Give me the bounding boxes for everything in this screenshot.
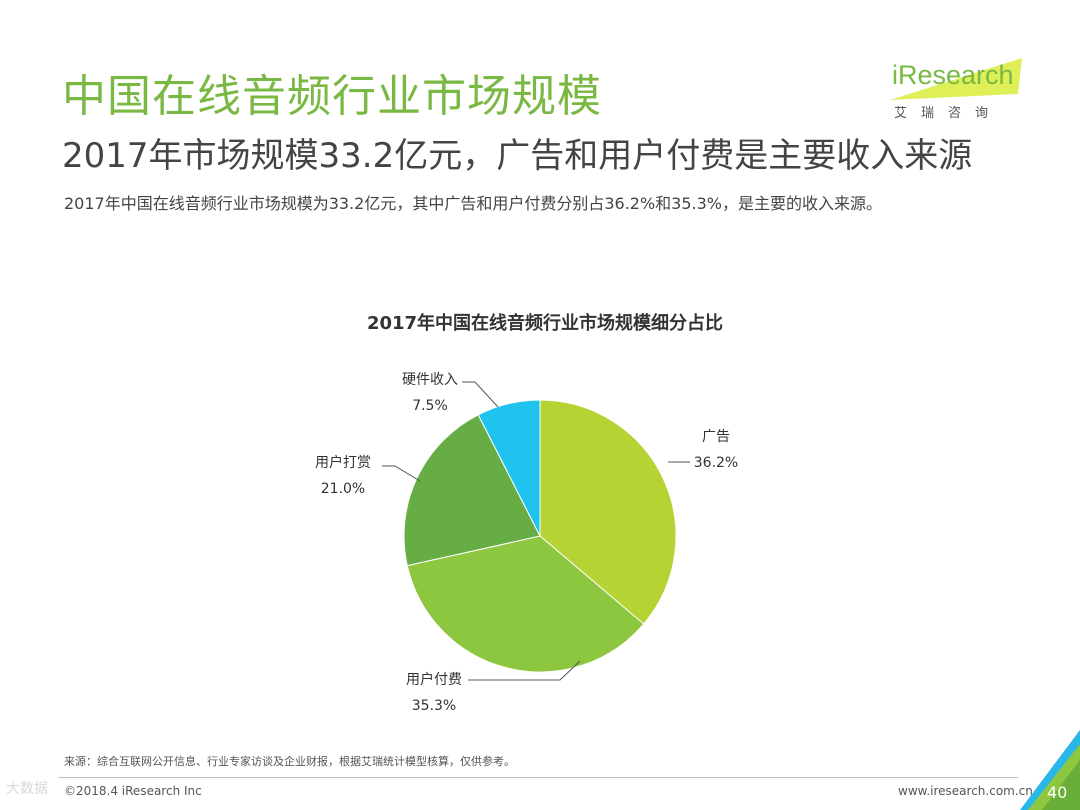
slice-category-label: 硬件收入	[402, 372, 458, 388]
watermark: 大数据	[6, 781, 48, 797]
pie-chart: 2017年中国在线音频行业市场规模细分占比 广告 36.2% 用户付费 35.3% 用户…	[315, 312, 738, 714]
logo-text: iResearch	[892, 60, 1014, 90]
slide-subtitle: 2017年市场规模33.2亿元，广告和用户付费是主要收入来源	[62, 136, 973, 176]
slide-title: 中国在线音频行业市场规模	[62, 71, 602, 122]
pie-slice-3	[403, 414, 541, 567]
slice-value-label: 36.2%	[694, 455, 738, 471]
slide-description: 2017年中国在线音频行业市场规模为33.2亿元，其中广告和用户付费分别占36.…	[64, 194, 883, 213]
slice-category-label: 用户打赏	[315, 454, 371, 471]
slice-category-label: 广告	[702, 429, 730, 445]
pie-slice-1	[539, 399, 677, 625]
leader-line-3	[382, 465, 421, 482]
slice-category-label: 用户付费	[406, 671, 462, 688]
slice-value-label: 21.0%	[321, 481, 365, 497]
slice-value-label: 35.3%	[412, 698, 456, 714]
leader-line-4	[462, 381, 499, 408]
copyright-text: ©2018.4 iResearch Inc	[64, 784, 202, 798]
chart-title: 2017年中国在线音频行业市场规模细分占比	[367, 312, 723, 334]
slice-value-label: 7.5%	[412, 398, 448, 414]
source-note: 来源：综合互联网公开信息、行业专家访谈及企业财报，根据艾瑞统计模型核算，仅供参考…	[64, 755, 515, 768]
pie-slice-2	[406, 535, 645, 673]
footer-divider	[58, 777, 1018, 778]
logo-subtext: 艾瑞咨询	[894, 106, 1003, 121]
iresearch-logo: iResearch 艾瑞咨询	[890, 56, 1030, 126]
logo-swoosh-icon	[890, 58, 1022, 100]
pie-slice-4	[477, 399, 541, 537]
leader-line-2	[468, 660, 581, 681]
corner-decoration	[1020, 730, 1080, 810]
website-link[interactable]: www.iresearch.com.cn	[898, 784, 1033, 798]
page-number: 40	[1047, 783, 1068, 802]
